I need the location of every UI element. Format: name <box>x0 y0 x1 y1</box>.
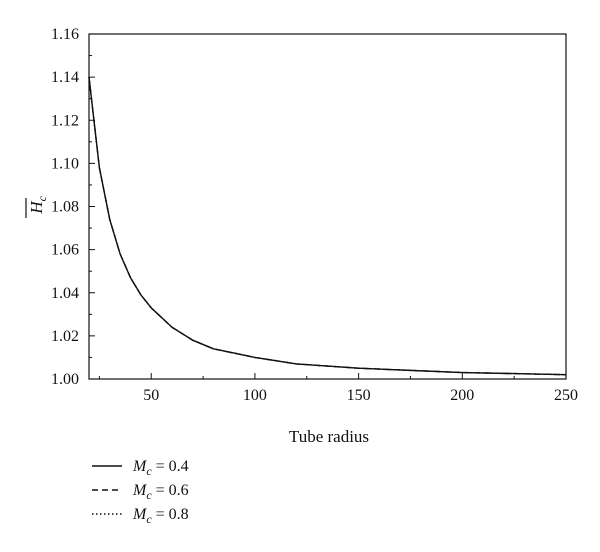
x-axis-title: Tube radius <box>289 427 369 446</box>
series-line-2 <box>88 77 567 376</box>
y-axis-title-main: H <box>27 200 46 215</box>
y-tick-label: 1.10 <box>51 155 79 172</box>
y-axis-title-subscript: c <box>35 195 49 201</box>
y-tick-label: 1.00 <box>51 371 79 388</box>
y-axis: 1.00 1.02 1.04 1.06 1.08 1.10 1.12 1.14 1.16 <box>51 26 95 388</box>
y-tick-label: 1.02 <box>51 328 79 345</box>
legend-label-2: Mc = 0.6 <box>132 482 189 502</box>
x-tick-label: 50 <box>143 387 159 404</box>
x-tick-label: 250 <box>554 387 578 404</box>
series-line-1 <box>88 77 567 376</box>
plot-border <box>88 33 567 380</box>
series-layer <box>88 77 567 376</box>
legend-label-1: Mc = 0.4 <box>132 458 189 478</box>
x-axis: 50 100 150 200 250 <box>98 373 578 404</box>
x-tick-label: 200 <box>450 387 474 404</box>
y-tick-label: 1.06 <box>51 242 79 259</box>
y-axis-title: Hc <box>25 195 49 218</box>
plot-frame <box>88 33 567 380</box>
y-tick-label: 1.04 <box>51 285 79 302</box>
x-tick-label: 100 <box>243 387 267 404</box>
y-tick-label: 1.14 <box>51 69 79 86</box>
series-line-3 <box>88 77 567 376</box>
legend-label-3: Mc = 0.8 <box>132 506 189 526</box>
svg-text:Hc: Hc <box>27 195 49 214</box>
x-tick-label: 150 <box>347 387 371 404</box>
y-tick-label: 1.12 <box>51 112 79 129</box>
legend: Mc = 0.4 Mc = 0.6 Mc = 0.8 <box>92 458 189 526</box>
y-tick-label: 1.08 <box>51 199 79 216</box>
y-tick-label: 1.16 <box>51 26 79 43</box>
